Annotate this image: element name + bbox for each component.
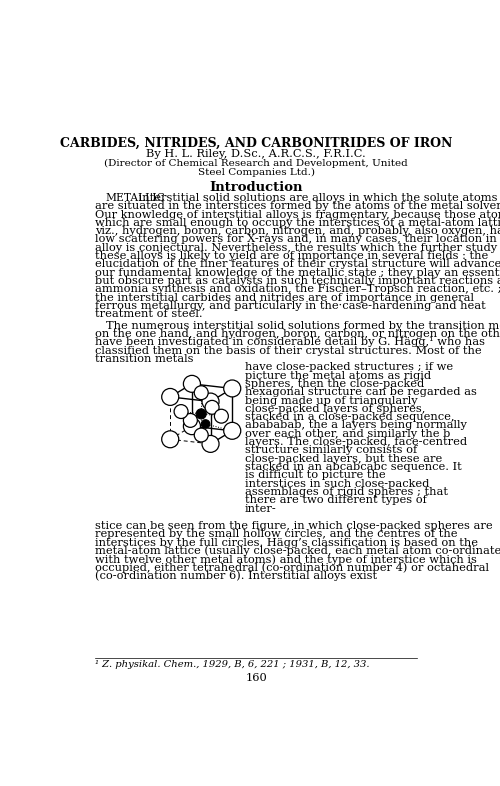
Circle shape [162,431,179,448]
Circle shape [184,417,200,435]
Text: interstitial solid solutions are alloys in which the solute atoms: interstitial solid solutions are alloys … [136,193,498,203]
Text: transition metals: transition metals [95,354,194,364]
Text: there are two different types of: there are two different types of [244,495,426,505]
Text: Steel Companies Ltd.): Steel Companies Ltd.) [198,168,315,178]
Text: inter-: inter- [244,504,276,514]
Text: stice can be seen from the figure, in which close-packed spheres are: stice can be seen from the figure, in wh… [95,521,492,531]
Text: The numerous interstitial solid solutions formed by the transition metals: The numerous interstitial solid solution… [106,321,500,331]
Text: represented by the small hollow circles, and the centres of the: represented by the small hollow circles,… [95,529,458,539]
Text: hexagonal structure can be regarded as: hexagonal structure can be regarded as [244,387,476,397]
Circle shape [224,380,241,397]
Text: close-packed layers of spheres,: close-packed layers of spheres, [244,404,425,414]
Text: interstices by the full circles. Hägg’s classification is based on the: interstices by the full circles. Hägg’s … [95,538,478,548]
Text: 160: 160 [246,674,267,683]
Text: close-packed layers, but these are: close-packed layers, but these are [244,454,442,464]
Text: elucidation of the finer features of their crystal structure will advance: elucidation of the finer features of the… [95,259,500,270]
Text: stacked in an abcabcabc sequence. It: stacked in an abcabcabc sequence. It [244,462,462,472]
Circle shape [214,410,228,423]
Text: these alloys is likely to yield are of importance in several fields : the: these alloys is likely to yield are of i… [95,251,488,261]
Text: ammonia synthesis and oxidation, the Fischer–Tropsch reaction, etc. ; and: ammonia synthesis and oxidation, the Fis… [95,285,500,294]
Circle shape [174,405,188,418]
Circle shape [162,388,179,406]
Text: is difficult to picture the: is difficult to picture the [244,470,385,480]
Circle shape [184,376,200,392]
Text: CARBIDES, NITRIDES, AND CARBONITRIDES OF IRON: CARBIDES, NITRIDES, AND CARBONITRIDES OF… [60,137,452,149]
Text: have close-packed structures ; if we: have close-packed structures ; if we [244,362,453,373]
Text: with twelve other metal atoms) and the type of interstice which is: with twelve other metal atoms) and the t… [95,554,477,564]
Text: ferrous metallurgy, and particularly in the·case-hardening and heat: ferrous metallurgy, and particularly in … [95,301,486,311]
Circle shape [202,420,210,428]
Circle shape [224,422,241,439]
Text: but obscure part as catalysts in such technically important reactions as: but obscure part as catalysts in such te… [95,276,500,286]
Text: By H. L. Riley, D.Sc., A.R.C.S., F.R.I.C.: By H. L. Riley, D.Sc., A.R.C.S., F.R.I.C… [146,149,366,159]
Text: Our knowledge of interstitial alloys is fragmentary, because those atoms: Our knowledge of interstitial alloys is … [95,210,500,219]
Circle shape [202,393,219,410]
Text: spheres, then the close-packed: spheres, then the close-packed [244,379,424,389]
Text: structure similarly consists of: structure similarly consists of [244,446,417,455]
Text: have been investigated in considerable detail by G. Hägg,¹ who has: have been investigated in considerable d… [95,337,485,347]
Text: viz., hydrogen, boron, carbon, nitrogen, and, probably, also oxygen, have: viz., hydrogen, boron, carbon, nitrogen,… [95,226,500,236]
Text: which are small enough to occupy the interstices of a metal-atom lattice,: which are small enough to occupy the int… [95,218,500,228]
Text: being made up of triangularly: being made up of triangularly [244,395,417,406]
Text: over each other, and similarly the b: over each other, and similarly the b [244,429,450,439]
Text: interstices in such close-packed: interstices in such close-packed [244,479,429,489]
Text: Introduction: Introduction [210,181,303,193]
Text: (Director of Chemical Research and Development, United: (Director of Chemical Research and Devel… [104,159,408,168]
Text: our fundamental knowledge of the metallic state ; they play an essential: our fundamental knowledge of the metalli… [95,268,500,277]
Text: alloy is conjectural. Nevertheless, the results which the further study of: alloy is conjectural. Nevertheless, the … [95,243,500,253]
Text: classified them on the basis of their crystal structures. Most of the: classified them on the basis of their cr… [95,346,481,355]
Text: layers. The close-packed, face-centred: layers. The close-packed, face-centred [244,437,467,447]
Text: low scattering powers for X-rays and, in many cases, their location in the: low scattering powers for X-rays and, in… [95,234,500,244]
Text: abababab, the a layers being normally: abababab, the a layers being normally [244,421,466,431]
Text: stacked in a close-packed sequence,: stacked in a close-packed sequence, [244,412,454,422]
Text: picture the metal atoms as rigid: picture the metal atoms as rigid [244,370,431,380]
Circle shape [194,428,208,442]
Circle shape [196,409,206,419]
Text: metal-atom lattice (usually close-packed, each metal atom co-ordinated: metal-atom lattice (usually close-packed… [95,545,500,556]
Circle shape [202,435,219,453]
Text: on the one hand, and hydrogen, boron, carbon, or nitrogen on the other,: on the one hand, and hydrogen, boron, ca… [95,329,500,339]
Text: treatment of steel.: treatment of steel. [95,310,202,319]
Circle shape [184,413,198,428]
Text: ¹ Z. physikal. Chem., 1929, B, 6, 221 ; 1931, B, 12, 33.: ¹ Z. physikal. Chem., 1929, B, 6, 221 ; … [95,660,369,669]
Text: occupied, either tetrahedral (co-ordination number 4) or octahedral: occupied, either tetrahedral (co-ordinat… [95,563,489,573]
Circle shape [194,386,208,399]
Text: the interstitial carbides and nitrides are of importance in general: the interstitial carbides and nitrides a… [95,292,474,303]
Text: are situated in the interstices formed by the atoms of the metal solvent.: are situated in the interstices formed b… [95,201,500,211]
Text: METALLIC: METALLIC [106,193,166,203]
Circle shape [205,400,219,414]
Text: (co-ordination number 6). Interstitial alloys exist: (co-ordination number 6). Interstitial a… [95,571,377,582]
Text: assemblages of rigid spheres ; that: assemblages of rigid spheres ; that [244,487,448,497]
